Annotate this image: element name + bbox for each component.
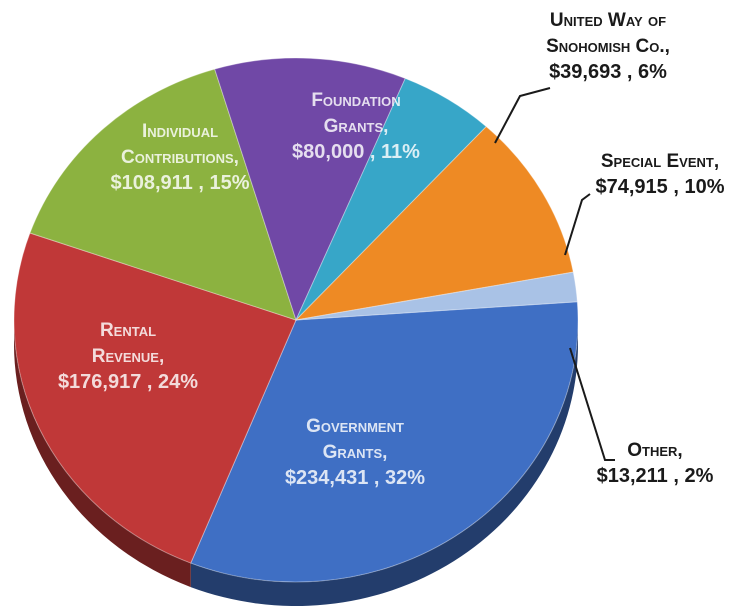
slice-label-foundation-grants-line-2: Grants, bbox=[324, 116, 389, 137]
pie-depth-rental-revenue bbox=[14, 320, 191, 588]
slice-value-special-event: $74,915 , 10% bbox=[596, 176, 725, 198]
leader-line-united-way-of-snohomish-co bbox=[494, 87, 551, 144]
slice-label-special-event-line-1: Special Event, bbox=[601, 151, 719, 172]
slice-label-individual-contributions-line-1: Individual bbox=[142, 121, 218, 142]
slice-label-other-line-1: Other, bbox=[627, 440, 682, 461]
slice-label-government-grants-line-2: Grants, bbox=[323, 442, 388, 463]
pie-3d-depth bbox=[14, 320, 578, 606]
pie-depth-government-grants bbox=[190, 320, 578, 606]
pie-slices bbox=[13, 57, 579, 583]
pie-slice-special-event bbox=[294, 125, 574, 321]
slice-label-united-way-of-snohomish-co-line-1: United Way of bbox=[550, 10, 666, 31]
pie-slice-rental-revenue bbox=[13, 232, 297, 564]
pie-slice-government-grants bbox=[190, 301, 579, 583]
slice-label-rental-revenue-line-1: Rental bbox=[100, 320, 156, 341]
slice-label-rental-revenue-line-2: Revenue, bbox=[92, 346, 164, 367]
slice-value-individual-contributions: $108,911 , 15% bbox=[110, 172, 249, 194]
pie-slice-foundation-grants bbox=[214, 57, 406, 322]
leader-lines bbox=[494, 87, 615, 461]
slice-value-united-way-of-snohomish-co: $39,693 , 6% bbox=[549, 61, 667, 83]
slice-label-government-grants-line-1: Government bbox=[306, 416, 404, 437]
slice-value-other: $13,211 , 2% bbox=[597, 465, 714, 487]
slice-label-foundation-grants-line-1: Foundation bbox=[311, 90, 400, 111]
slice-label-individual-contributions-line-2: Contributions, bbox=[121, 147, 239, 168]
slice-value-foundation-grants: $80,000 , 11% bbox=[292, 141, 420, 163]
leader-line-special-event bbox=[564, 193, 591, 256]
slice-labels: Government Grants, $234,431 , 32% Rental Rev… bbox=[58, 10, 725, 489]
slice-value-rental-revenue: $176,917 , 24% bbox=[58, 371, 198, 393]
pie-slice-united-way-of-snohomish-co bbox=[295, 77, 487, 321]
leader-line-other bbox=[569, 347, 615, 461]
slice-value-government-grants: $234,431 , 32% bbox=[285, 467, 425, 489]
pie-slice-other bbox=[295, 271, 578, 321]
slice-label-united-way-of-snohomish-co-line-2: Snohomish Co., bbox=[546, 36, 670, 57]
pie-slice-individual-contributions bbox=[29, 68, 297, 321]
